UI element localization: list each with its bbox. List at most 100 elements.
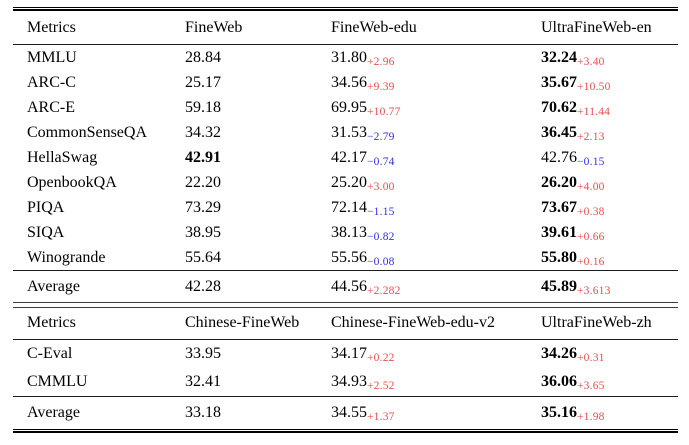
score-value: 32.24 [541,48,577,66]
column-header-ultrafineweb-en: UltraFineWeb-en [541,18,652,36]
score-value: 28.84 [185,48,221,66]
table-row: SIQA 38.95 38.13−0.82 39.61+0.66 [13,220,678,245]
table-row: MMLU 28.84 31.80+2.96 32.24+3.40 [13,45,678,70]
column-header-metrics: Metrics [27,18,76,36]
table1-header-rule [13,44,678,46]
delta-subscript: +2.96 [367,56,395,69]
score-value: 36.06 [541,372,577,390]
table-row: OpenbookQA 22.20 25.20+3.00 26.20+4.00 [13,170,678,195]
score-value: 33.18 [185,403,221,421]
score-value: 34.93 [331,372,367,390]
table2-average-rule [13,395,678,397]
delta-subscript: +4.00 [577,181,605,194]
column-header-chinese-fineweb-edu-v2: Chinese-FineWeb-edu-v2 [331,314,495,332]
score-value: 45.89 [541,277,577,295]
column-header-fineweb: FineWeb [185,18,243,36]
delta-subscript: +2.282 [367,285,401,298]
top-rule [13,7,678,12]
score-value: 72.14 [331,198,367,216]
table-row: HellaSwag 42.91 42.17−0.74 42.76−0.15 [13,145,678,170]
delta-subscript: +3.65 [577,380,605,393]
score-value: 70.62 [541,98,577,116]
score-value: 25.20 [331,173,367,191]
benchmark-comparison-table: Metrics FineWeb FineWeb-edu UltraFineWeb… [13,7,678,433]
metric-name: HellaSwag [27,148,98,166]
metric-name: ARC-C [27,73,76,91]
metric-name: Average [27,277,80,295]
delta-subscript: −0.82 [367,231,395,244]
delta-subscript: +3.00 [367,181,395,194]
score-value: 73.29 [185,198,221,216]
score-value: 38.95 [185,223,221,241]
table1-body: MMLU 28.84 31.80+2.96 32.24+3.40 ARC-C 25.17 3… [13,45,678,270]
delta-subscript: +3.613 [577,285,611,298]
delta-subscript: +2.52 [367,380,395,393]
score-value: 42.28 [185,277,221,295]
score-value: 42.91 [185,148,221,166]
score-value: 69.95 [331,98,367,116]
score-value: 33.95 [185,344,221,362]
metric-name: CMMLU [27,372,88,390]
score-value: 39.61 [541,223,577,241]
score-value: 25.17 [185,73,221,91]
table2-body: C-Eval 33.95 34.17+0.22 34.26+0.31 CMMLU 32.4… [13,340,678,396]
score-value: 55.80 [541,248,577,266]
delta-subscript: +0.31 [577,352,605,365]
table2-header-row: Metrics Chinese-FineWeb Chinese-FineWeb-… [13,308,678,339]
score-value: 55.64 [185,248,221,266]
metric-name: PIQA [27,198,65,216]
delta-subscript: +2.13 [577,131,605,144]
delta-subscript: +11.44 [577,106,611,119]
delta-subscript: +1.37 [367,411,395,424]
column-header-ultrafineweb-zh: UltraFineWeb-zh [541,314,652,332]
table1-average-rule [13,270,678,272]
table-row: CommonSenseQA 34.32 31.53−2.79 36.45+2.13 [13,120,678,145]
delta-subscript: +0.16 [577,256,605,269]
delta-subscript: +0.66 [577,231,605,244]
table1-average-container: Average 42.28 44.56+2.282 45.89+3.613 [13,271,678,302]
metric-name: CommonSenseQA [27,123,147,141]
score-value: 59.18 [185,98,221,116]
metric-name: SIQA [27,223,65,241]
column-header-fineweb-edu: FineWeb-edu [331,18,417,36]
delta-subscript: +0.22 [367,352,395,365]
section-divider-rule [13,302,678,308]
score-value: 34.32 [185,123,221,141]
metric-name: C-Eval [27,344,73,362]
delta-subscript: +1.98 [577,411,605,424]
delta-subscript: +9.39 [367,81,395,94]
score-value: 36.45 [541,123,577,141]
delta-subscript: −2.79 [367,131,395,144]
delta-subscript: +10.77 [367,106,401,119]
column-header-metrics: Metrics [27,314,76,332]
score-value: 34.56 [331,73,367,91]
table-row: Winogrande 55.64 55.56−0.08 55.80+0.16 [13,245,678,270]
table-row: CMMLU 32.41 34.93+2.52 36.06+3.65 [13,368,678,396]
score-value: 42.17 [331,148,367,166]
metric-name: ARC-E [27,98,75,116]
table2-average-container: Average 33.18 34.55+1.37 35.16+1.98 [13,397,678,429]
bottom-rule [13,428,678,433]
average-row: Average 33.18 34.55+1.37 35.16+1.98 [13,397,678,429]
score-value: 34.55 [331,403,367,421]
metric-name: OpenbookQA [27,173,117,191]
average-row: Average 42.28 44.56+2.282 45.89+3.613 [13,271,678,302]
metric-name: Winogrande [27,248,106,266]
metric-name: MMLU [27,48,77,66]
score-value: 73.67 [541,198,577,216]
delta-subscript: −0.74 [367,156,395,169]
score-value: 32.41 [185,372,221,390]
score-value: 34.17 [331,344,367,362]
table-row: C-Eval 33.95 34.17+0.22 34.26+0.31 [13,340,678,368]
score-value: 31.53 [331,123,367,141]
score-value: 35.16 [541,403,577,421]
score-value: 26.20 [541,173,577,191]
delta-subscript: −0.15 [577,156,605,169]
delta-subscript: −0.08 [367,256,395,269]
table-row: ARC-E 59.18 69.95+10.77 70.62+11.44 [13,95,678,120]
table2-header-rule [13,338,678,340]
score-value: 55.56 [331,248,367,266]
table-row: PIQA 73.29 72.14−1.15 73.67+0.38 [13,195,678,220]
delta-subscript: +3.40 [577,56,605,69]
score-value: 42.76 [541,148,577,166]
